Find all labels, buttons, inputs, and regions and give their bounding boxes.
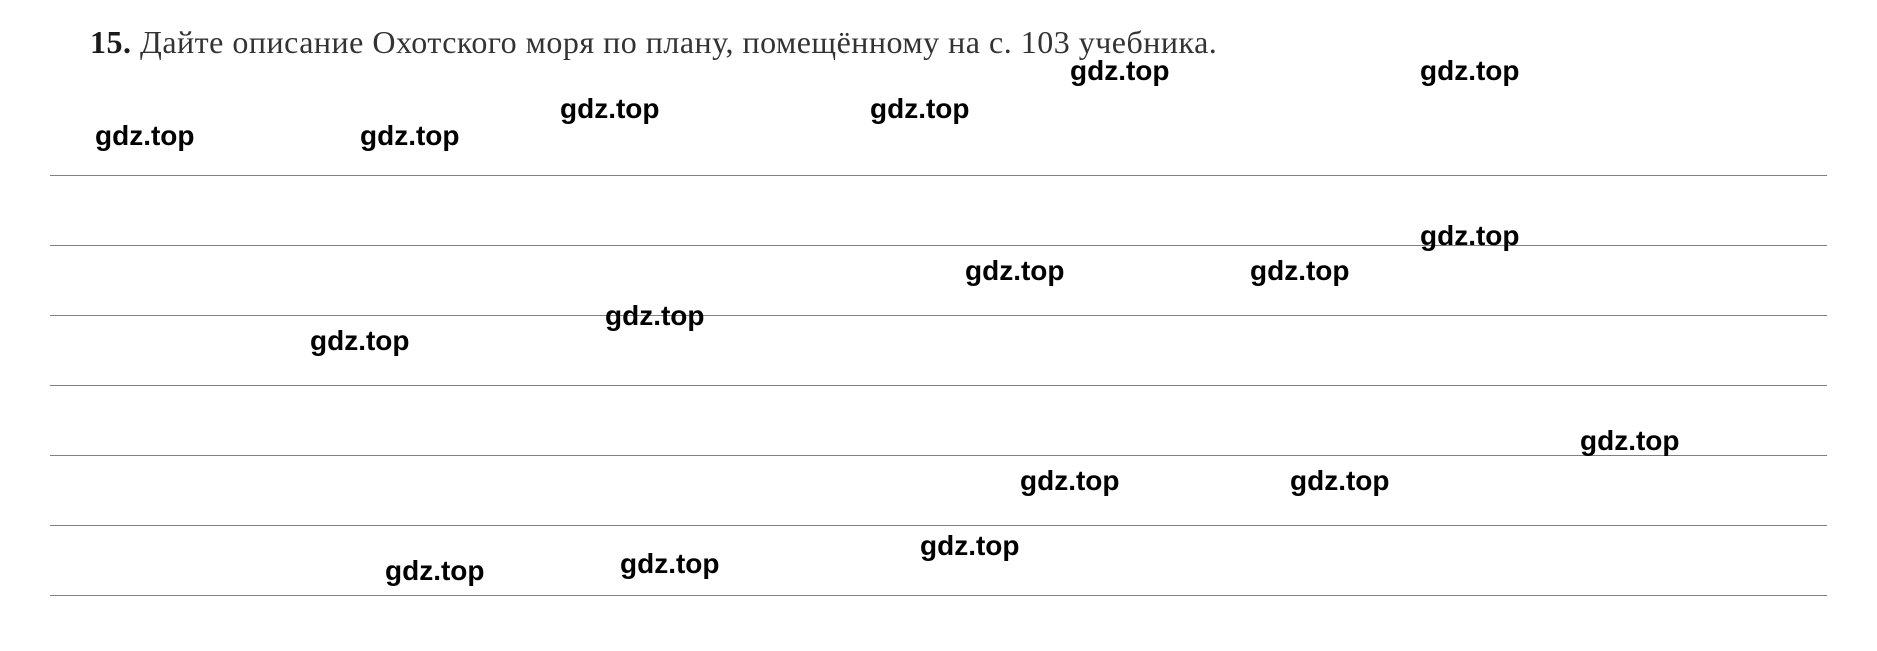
answer-line — [50, 526, 1827, 596]
question-container: 15. Дайте описание Охотского моря по пла… — [50, 18, 1827, 66]
answer-lines-container — [50, 106, 1827, 596]
answer-line — [50, 106, 1827, 176]
answer-line — [50, 176, 1827, 246]
answer-line — [50, 456, 1827, 526]
answer-line — [50, 386, 1827, 456]
answer-line — [50, 316, 1827, 386]
answer-line — [50, 246, 1827, 316]
question-text: Дайте описание Охотского моря по плану, … — [140, 24, 1217, 60]
question-number: 15. — [90, 24, 132, 60]
